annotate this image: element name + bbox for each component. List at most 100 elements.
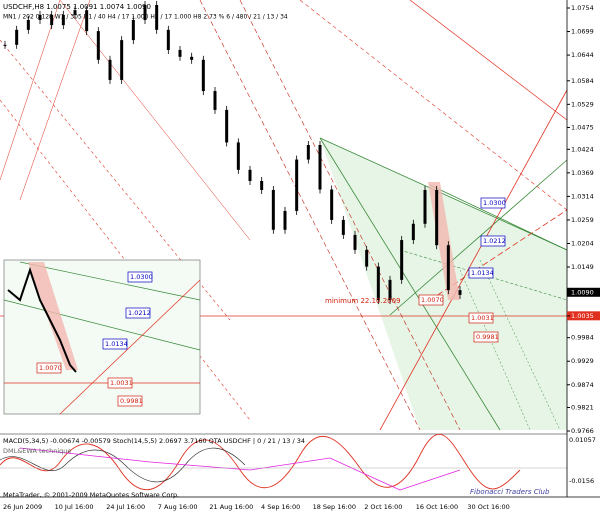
candle-body [15, 29, 19, 45]
candle-body [411, 223, 415, 241]
candle-body [295, 159, 299, 211]
inset-target: 1.0134 [105, 340, 128, 348]
candle-body [365, 249, 369, 267]
price-label: 1.0424 [571, 145, 594, 153]
candle-body [306, 145, 310, 160]
copyright: MetaTrader, © 2001-2009 MetaQuotes Softw… [3, 491, 179, 499]
candle-body [143, 5, 147, 20]
price-label: 1.0754 [571, 4, 594, 12]
target: 0.9981 [476, 333, 499, 341]
candle-body [155, 5, 159, 30]
price-highlight [567, 287, 600, 297]
price-label: 1.0644 [571, 51, 594, 59]
price-label: 0.9821 [571, 403, 594, 411]
indicator-axis-top: 0.01057 [569, 436, 596, 444]
price-label: 1.0529 [571, 100, 594, 108]
candle-body [248, 169, 252, 181]
price-label: 1.0204 [571, 239, 594, 247]
inset-target: 1.0300 [130, 273, 153, 281]
axis-bg [567, 0, 600, 516]
candle-body [166, 29, 170, 50]
price-highlight [567, 311, 600, 321]
watermark: Fibonacci Traders Club [470, 488, 550, 496]
indicator-sub: DML&EWA technique [3, 447, 71, 455]
inset-target: 1.0031 [110, 379, 133, 387]
candle-body [435, 189, 439, 246]
candle-body [458, 290, 462, 295]
candle-body [388, 279, 392, 300]
candle-body [178, 49, 182, 57]
candle-body [260, 180, 264, 190]
candle-body [96, 31, 100, 60]
candle-body [201, 59, 205, 92]
inset-target: 0.9981 [120, 397, 143, 405]
candle-body [330, 189, 334, 220]
candle-body [353, 234, 357, 250]
price-label: 1.0259 [571, 216, 594, 224]
price-label: 1.0369 [571, 169, 594, 177]
candles [3, 1, 462, 304]
date-label: 10 Jul 16:00 [55, 503, 94, 511]
candle-body [26, 19, 30, 30]
candle-body [3, 44, 7, 46]
targets: 1.0300 1.0212 1.0134 1.0070 1.0031 0.998… [36, 197, 506, 407]
inset-target: 1.0212 [128, 309, 151, 317]
date-label: 26 Jun 2009 [3, 503, 42, 511]
header-line1: USDCHF,H8 1.0075 1.0091 1.0074 1.0090 [3, 3, 151, 11]
candle-body [236, 142, 240, 170]
candle-body [400, 240, 404, 280]
price-label: 1.0035 [571, 312, 594, 320]
candle-body [271, 189, 275, 230]
indicator-axis-bottom: -0.0156 [569, 477, 594, 485]
candle-body [50, 14, 54, 26]
candle-body [446, 245, 450, 291]
candle-body [61, 14, 65, 26]
price-label: 0.9874 [571, 381, 594, 389]
price-label: 0.9929 [571, 357, 594, 365]
date-label: 18 Sep 16:00 [313, 503, 356, 511]
price-label: 1.0314 [571, 192, 594, 200]
candle-body [283, 210, 287, 230]
channel-fill [320, 138, 567, 430]
candle-body [225, 109, 229, 143]
target: 1.0212 [483, 237, 506, 245]
indicator-header: MACD(5,34,5) -0.00674 -0.00579 Stoch(14,… [3, 437, 305, 445]
target: 1.0134 [471, 269, 494, 277]
inset [3, 259, 201, 415]
candle-body [213, 91, 217, 110]
target: 1.0070 [421, 296, 444, 304]
price-label: 1.0090 [571, 288, 594, 296]
candle-body [423, 189, 427, 224]
candle-body [73, 10, 77, 15]
price-label: 1.0584 [571, 77, 594, 85]
candle-body [341, 219, 345, 235]
date-label: 16 Oct 16:00 [416, 503, 458, 511]
candle-body [108, 59, 112, 80]
fib-lines [0, 0, 568, 431]
target: 1.0031 [471, 314, 494, 322]
date-label: 2 Oct 16:00 [364, 503, 402, 511]
annotation: minimum 22.10.2009 [325, 297, 401, 305]
candle-body [376, 266, 380, 300]
candle-body [190, 56, 194, 60]
candle-body [120, 40, 124, 80]
candle-body [85, 10, 89, 32]
inset-target: 1.0070 [39, 364, 62, 372]
price-label: 0.9984 [571, 334, 594, 342]
date-label: 7 Aug 16:00 [158, 503, 198, 511]
date-label: 30 Oct 16:00 [467, 503, 509, 511]
price-label: 0.9766 [571, 427, 594, 435]
candle-body [131, 19, 135, 41]
date-label: 24 Jul 16:00 [106, 503, 145, 511]
candle-body [318, 145, 322, 190]
date-label: 21 Aug 16:00 [209, 503, 253, 511]
indicator-pane [0, 433, 567, 491]
candle-body [38, 14, 42, 20]
price-label: 1.0149 [571, 263, 594, 271]
header-line2: MN1 / 202 0.128 W1 / 305 D1 / 40 H4 / 17… [3, 14, 288, 21]
price-label: 1.0475 [571, 123, 594, 131]
date-label: 4 Sep 16:00 [261, 503, 300, 511]
price-label: 1.0699 [571, 28, 594, 36]
target: 1.0300 [483, 199, 506, 207]
